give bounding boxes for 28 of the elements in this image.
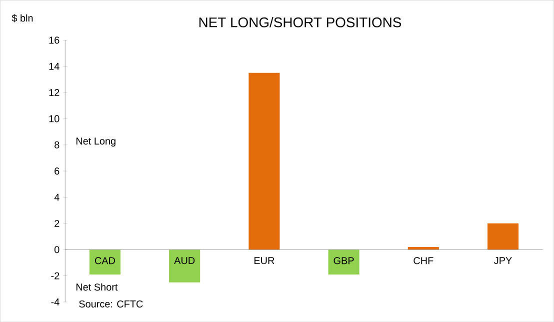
x-tick-label: AUD	[174, 257, 195, 264]
y-axis-title: $ bln	[12, 14, 33, 22]
y-tick-label: 14	[49, 62, 60, 70]
bar	[408, 246, 439, 250]
annotation: Net Long	[76, 138, 116, 146]
bar	[487, 223, 519, 250]
y-tick-label: 16	[49, 36, 60, 44]
y-tick-label: 8	[54, 141, 60, 148]
annotation: Source: CFTC	[79, 300, 143, 308]
y-tick-label: 4	[54, 194, 60, 201]
y-tick-label: 6	[54, 167, 60, 175]
y-tick-label: 0	[54, 246, 60, 254]
annotation: Net Short	[76, 283, 118, 291]
y-tick-label: -2	[51, 272, 60, 280]
chart-title: NET LONG/SHORT POSITIONS	[199, 16, 402, 28]
bar	[89, 250, 120, 274]
y-tick-label: 12	[49, 88, 60, 96]
bar	[328, 250, 360, 274]
bar	[248, 72, 280, 250]
y-tick-label: -4	[51, 298, 60, 306]
bar	[169, 250, 200, 282]
x-tick-label: EUR	[254, 257, 274, 264]
x-tick-label: CAD	[94, 257, 115, 264]
y-tick-label: 10	[49, 115, 60, 122]
x-tick-label: GBP	[334, 257, 354, 264]
y-tick-label: 2	[54, 220, 60, 227]
x-tick-label: CHF	[414, 257, 434, 264]
x-tick-label: JPY	[494, 257, 512, 264]
